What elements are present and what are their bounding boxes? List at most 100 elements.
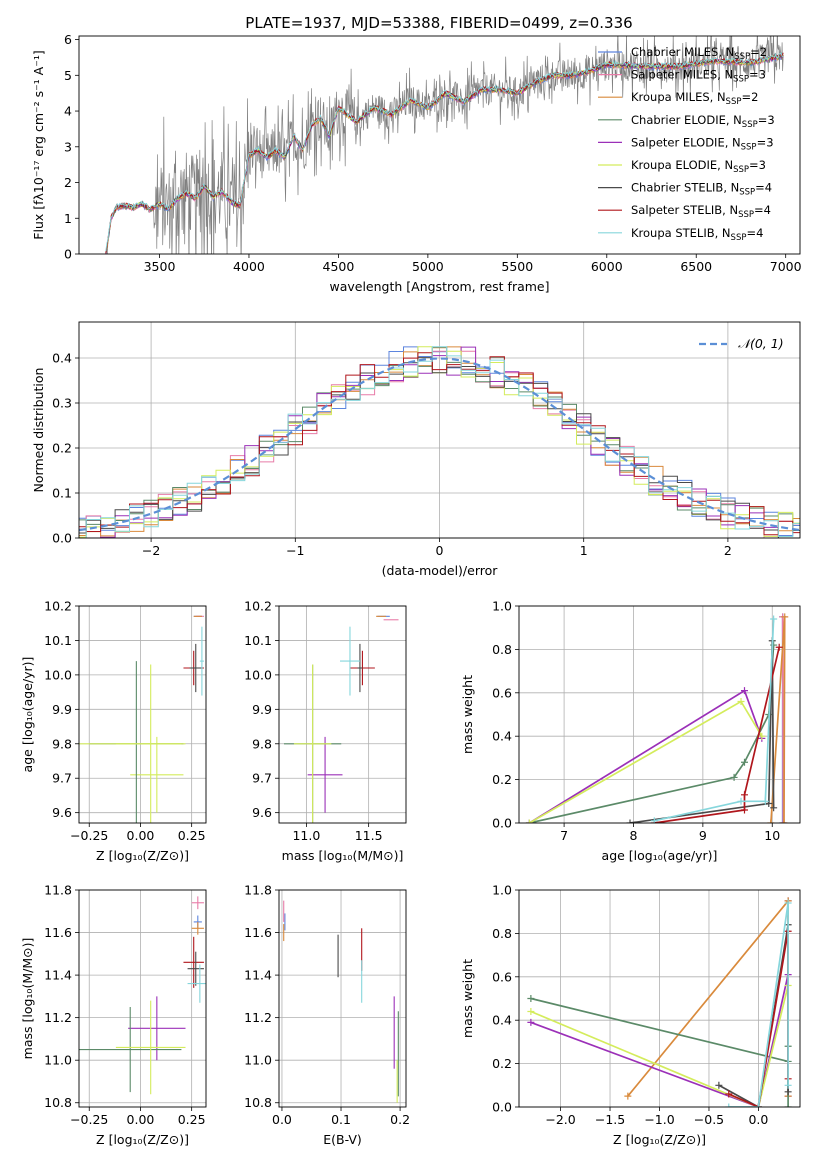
y-tick-label: 0.6 [492,685,512,700]
residuals-plot-area [79,346,800,538]
y-tick-label: 6 [64,32,72,47]
legend-entry: Kroupa MILES, NSSP=2 [631,90,758,107]
y-tick-label: 11.8 [44,883,72,898]
weight-marker [737,797,745,805]
y-tick-label: 10.1 [244,633,272,648]
residuals-panel: −2 −1 0 1 2 0.0 0.1 0.2 0.3 0.4 (data-model)/error… [31,321,801,578]
x-tick-label: 2 [724,543,732,558]
y-tick-label: 0.0 [52,531,72,546]
weight-vs-Z-panel: −2.0 −1.5 −1.0 −0.5 0.0 0.0 0.2 0.4 0.6 0.8 1.0 Z [… [460,883,801,1147]
x-tick-label: 0.25 [178,828,206,843]
x-axis-label: mass [log₁₀(M/M⊙)] [282,848,404,863]
spectrum-panel: 3500 4000 4500 5000 5500 6000 6500 7000 0 1 2 3 4 5 6 w… [31,32,802,294]
x-axis-label: Z [log₁₀(Z/Z⊙)] [96,848,189,863]
weight-marker [767,819,775,823]
observed-spectrum [105,36,784,254]
weight-marker [740,758,748,766]
weight-marker [781,613,789,621]
weight-marker [715,1081,723,1089]
age-vs-Z-plot-area [79,615,204,823]
y-tick-label: 5 [64,68,72,83]
weight-marker [740,806,748,814]
y-tick-label: 2 [64,175,72,190]
weight-marker [780,819,788,823]
legend-entry: Kroupa STELIB, NSSP=4 [631,226,763,243]
weight-marker [770,804,778,812]
y-tick-label: 10.2 [44,599,72,614]
x-tick-label: 4000 [233,259,265,274]
legend-entry: Chabrier STELIB, NSSP=4 [631,181,772,198]
y-tick-label: 11.6 [244,925,272,940]
x-tick-label: 7 [560,828,568,843]
weight-marker [784,1103,792,1107]
weight-vs-Z-plot-area [527,897,792,1107]
y-tick-label: 9.9 [52,702,72,717]
y-axis-label: age [log₁₀(age/yr)] [20,657,35,773]
age-vs-Z-panel: −0.25 0.00 0.25 9.6 9.7 9.8 9.9 10.0 10.1 10.2 Z [… [20,599,207,863]
y-axis-label: mass weight [460,675,475,754]
x-tick-label: 1 [580,543,588,558]
figure-title: PLATE=1937, MJD=53388, FIBERID=0499, z=0… [245,14,632,32]
y-tick-label: 11.0 [44,1053,72,1068]
weight-marker [784,899,792,907]
y-tick-label: 10.0 [244,667,272,682]
weight-line-8 [654,618,775,822]
y-tick-label: 9.7 [252,771,272,786]
weight-line-4 [530,974,789,1107]
y-tick-label: 0 [64,247,72,262]
weight-marker [527,995,535,1002]
x-tick-label: −0.25 [70,828,108,843]
y-tick-label: 11.4 [244,968,272,983]
x-tick-label: 0.1 [331,1112,351,1127]
y-tick-label: 0.0 [492,1100,512,1115]
y-axis-label: Flux [fλ10⁻¹⁷ erg cm⁻² s⁻¹ A⁻¹] [31,50,46,239]
x-tick-label: 0.25 [178,1112,206,1127]
weight-marker [775,643,783,651]
weight-line-7 [654,647,781,823]
x-tick-label: −2.0 [545,1112,575,1127]
residual-histogram-7 [79,352,800,536]
weight-marker [525,819,533,823]
x-tick-label: 0.0 [272,1112,292,1127]
y-tick-label: 11.4 [44,968,72,983]
legend-entry: 𝒩(0, 1) [738,336,784,351]
weight-marker [624,1092,632,1100]
y-tick-label: 9.9 [252,702,272,717]
mass-vs-Z-plot-area [79,896,206,1095]
weight-line-6 [718,924,789,1107]
x-tick-label: 0.0 [748,1112,768,1127]
y-tick-label: 9.6 [52,805,72,820]
x-tick-label: 6500 [680,259,712,274]
axes-frame [78,35,801,255]
x-tick-label: 11.5 [355,828,383,843]
weight-marker [650,817,658,823]
x-tick-label: −0.25 [70,1112,108,1127]
legend-entry: Kroupa ELODIE, NSSP=3 [631,158,766,175]
axes-frame [78,605,207,824]
y-tick-label: 3 [64,139,72,154]
y-axis-label: mass weight [460,959,475,1038]
x-tick-label: −0.5 [694,1112,724,1127]
x-tick-label: 5000 [412,259,444,274]
x-tick-label: 7000 [770,259,802,274]
x-tick-label: 0.2 [390,1112,410,1127]
y-tick-label: 10.2 [244,599,272,614]
axes-frame [278,889,407,1108]
y-tick-label: 0.2 [492,1056,512,1071]
weight-marker [770,615,778,623]
weight-marker [761,797,769,805]
x-axis-label: Z [log₁₀(Z/Z⊙)] [96,1132,189,1147]
y-tick-label: 0.8 [492,642,512,657]
y-tick-label: 0.2 [492,772,512,787]
x-axis-label: wavelength [Angstrom, rest frame] [329,279,549,294]
weight-line-5 [530,985,789,1107]
x-axis-label: age [log₁₀(age/yr)] [602,848,718,863]
x-tick-label: 5500 [501,259,533,274]
y-tick-label: 1 [64,211,72,226]
x-tick-label: 0.00 [127,828,155,843]
weight-marker [626,819,634,823]
axes-frame [78,889,207,1108]
x-tick-label: −1.0 [644,1112,674,1127]
y-tick-label: 0.4 [492,729,512,744]
